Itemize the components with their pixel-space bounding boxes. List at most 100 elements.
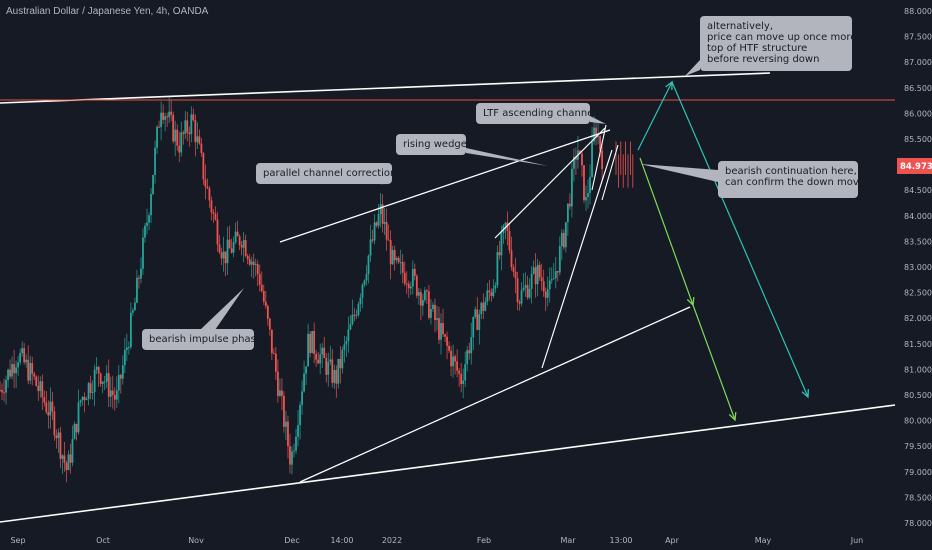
candle-body (93, 369, 96, 392)
candle-body (327, 361, 330, 375)
price-tick-label: 79.000 (904, 468, 932, 477)
candle-body (476, 309, 479, 330)
candle-body (270, 329, 273, 354)
note-pointer (590, 116, 606, 124)
candle-body (242, 240, 245, 248)
candle-body (583, 165, 585, 201)
candle-body (520, 290, 523, 304)
price-tick-label: 85.500 (904, 135, 932, 144)
note-text: bearish impulse phase (149, 334, 262, 345)
price-tick-label: 79.500 (904, 442, 932, 451)
candlestick-series (0, 97, 634, 483)
candle-body (387, 239, 390, 241)
candle-body (309, 333, 312, 354)
candle-body (276, 371, 279, 396)
candle-body (518, 301, 521, 304)
candle-body (158, 126, 160, 128)
note-text: LTF ascending channel (483, 108, 596, 119)
candle-body (178, 145, 181, 153)
candle-body (335, 369, 338, 384)
candle-body (593, 127, 595, 142)
candle-body (371, 239, 374, 241)
candle-body (456, 361, 459, 371)
candle-body (47, 412, 50, 416)
candle-body (492, 288, 495, 297)
candle-body (442, 323, 444, 335)
candle-body (0, 389, 1, 391)
candle-body (353, 314, 356, 316)
arrow-down-green-2 (692, 304, 736, 421)
price-axis[interactable]: 88.00087.50087.00086.50086.00085.50085.0… (897, 7, 932, 528)
candle-body (424, 290, 426, 301)
candle-body (109, 390, 112, 397)
candle-body (258, 274, 261, 285)
candle-body (532, 267, 535, 274)
candle-body (13, 364, 15, 374)
candle-body (274, 353, 277, 372)
candle-body (391, 249, 394, 265)
candle-body (357, 304, 360, 315)
candle-body (321, 347, 324, 355)
candle-body (107, 373, 110, 397)
time-tick-label: Sep (10, 536, 25, 545)
candle-body (369, 239, 372, 256)
price-tick-label: 81.500 (904, 340, 932, 349)
candle-body (53, 411, 56, 436)
candle-body (436, 318, 438, 320)
price-tick-label: 86.500 (904, 84, 932, 93)
note-bearish-continuation: bearish continuation here,can confirm th… (640, 161, 865, 198)
candle-body (562, 232, 565, 248)
candle-body (172, 114, 175, 142)
candle-body (234, 231, 237, 243)
candle-body (571, 168, 573, 207)
time-axis[interactable]: Sep Oct Nov Dec 14:00 2022 Feb Mar 13:00 Apr May Ju… (10, 536, 863, 545)
parallel-channel-lower (299, 306, 691, 483)
candle-body (546, 289, 549, 298)
candle-body (176, 129, 179, 146)
candle-body (524, 285, 527, 288)
candle-body (214, 213, 217, 220)
candle-body (542, 281, 545, 292)
candle-body (496, 252, 499, 286)
candle-body (204, 179, 207, 187)
candle-body (121, 365, 124, 379)
candle-body (548, 280, 551, 290)
candle-body (333, 369, 336, 383)
price-tick-label: 84.500 (904, 186, 932, 195)
candle-body (385, 222, 388, 240)
arrow-down-teal (671, 81, 809, 398)
candle-body (341, 349, 344, 369)
candle-body (81, 396, 84, 401)
candle-body (160, 112, 162, 128)
candle-body (144, 225, 146, 238)
candle-body (125, 347, 128, 350)
candle-body (194, 120, 197, 143)
note-box (256, 163, 392, 184)
candle-body (65, 462, 68, 471)
candle-body (579, 150, 581, 154)
candle-body (343, 344, 346, 350)
candle-body (218, 244, 221, 253)
candle-body (474, 309, 477, 317)
candle-body (246, 256, 249, 260)
candle-body (59, 432, 62, 459)
candle-body (365, 274, 368, 281)
rising-wedge-lower (541, 149, 613, 369)
candle-body (558, 246, 561, 273)
candle-body (170, 111, 173, 115)
candle-body (301, 391, 303, 406)
candle-body (152, 175, 154, 195)
candle-body (79, 400, 82, 403)
candle-body (379, 204, 382, 215)
candle-body (297, 425, 299, 437)
time-tick-label: Feb (477, 536, 491, 545)
candle-body (186, 120, 189, 133)
candle-body (67, 454, 70, 471)
candle-body (37, 385, 40, 392)
candle-body (480, 302, 483, 315)
candle-body (415, 275, 418, 296)
candle-body (150, 194, 152, 216)
candle-body (295, 436, 297, 451)
candle-body (405, 283, 408, 285)
